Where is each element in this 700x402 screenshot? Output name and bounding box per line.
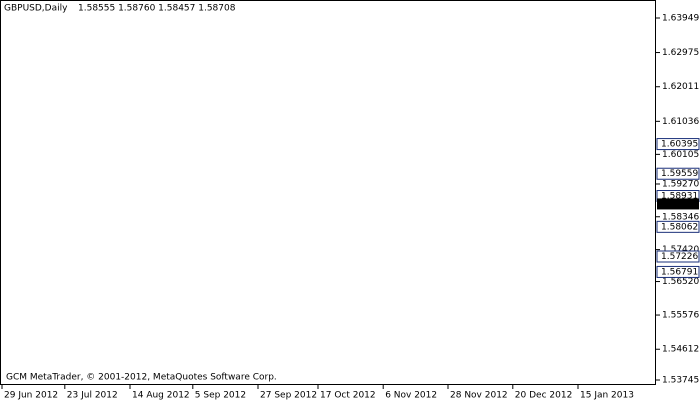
level-label: 1.58062	[661, 222, 698, 232]
x-tick-label: 5 Sep 2012	[195, 391, 246, 401]
last-price-label: 1.58708	[661, 199, 698, 209]
y-tick-label: 1.56520	[662, 277, 699, 287]
x-tick-label: 15 Jan 2013	[580, 391, 634, 401]
level-label: 1.56791	[661, 267, 698, 277]
y-tick-label: 1.59270	[662, 179, 699, 189]
level-label: 1.58931	[661, 192, 698, 202]
y-tick-label: 1.60105	[662, 150, 699, 160]
x-tick-label: 6 Nov 2012	[385, 391, 437, 401]
chart-title: GBPUSD,Daily	[4, 4, 68, 14]
level-box	[656, 220, 700, 233]
level-label: 1.60395	[661, 140, 698, 150]
x-tick-label: 29 Jun 2012	[4, 391, 58, 401]
y-tick-label: 1.57420	[662, 245, 699, 255]
level-box	[656, 250, 700, 263]
plot-frame	[0, 0, 656, 385]
y-tick-label: 1.61036	[662, 117, 699, 127]
header-values: 1.58555 1.58760 1.58457 1.58708	[78, 4, 236, 14]
level-label: 1.59559	[661, 169, 698, 179]
x-tick-label: 23 Jul 2012	[67, 391, 118, 401]
y-tick-label: 1.58346	[662, 212, 699, 222]
x-tick-label: 27 Sep 2012	[260, 391, 317, 401]
level-box	[656, 265, 700, 278]
y-tick-label: 1.62011	[662, 82, 699, 92]
y-tick-label: 1.54612	[662, 345, 699, 355]
x-tick-label: 17 Oct 2012	[320, 391, 376, 401]
footer: GCM MetaTrader, © 2001-2012, MetaQuotes …	[6, 373, 277, 383]
level-box	[656, 167, 700, 180]
level-box	[656, 138, 700, 151]
last-price-box	[657, 198, 699, 210]
x-tick-label: 14 Aug 2012	[132, 391, 190, 401]
x-tick-label: 28 Nov 2012	[450, 391, 508, 401]
y-tick-label: 1.63949	[662, 13, 699, 23]
level-label: 1.57226	[661, 252, 698, 262]
x-tick-label: 20 Dec 2012	[515, 391, 573, 401]
y-tick-label: 1.53745	[662, 375, 699, 385]
y-tick-label: 1.62975	[662, 48, 699, 58]
y-tick-label: 1.55576	[662, 311, 699, 321]
